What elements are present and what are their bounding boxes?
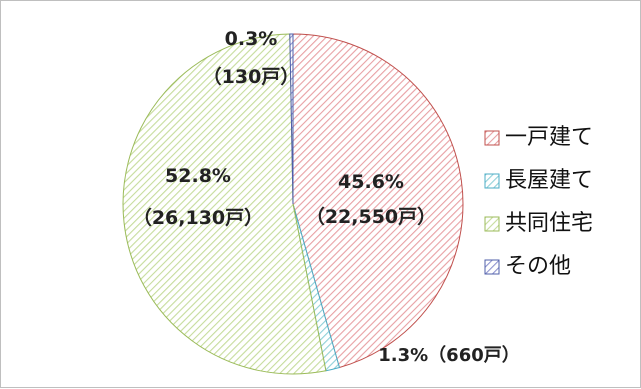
data-label-nagaya-count: （660戸） [428,345,520,366]
legend-label-nagaya: 長屋建て [505,168,593,193]
pie-slices [122,33,464,375]
legend-swatch-sonota [484,259,500,275]
data-label-ikkodate-pct: 45.6% [338,171,404,193]
data-labels: 45.6% （22,550戸） 1.3%（660戸） 52.8% （26,130戸） 0.… [133,28,520,366]
legend-swatch-kyodo [484,216,500,232]
data-label-sonota-pct: 0.3% [225,28,278,50]
pie-slice-kyodo [122,33,327,375]
pie-slice-sonota [289,33,294,205]
pie-slice-ikkodate [292,33,464,369]
legend-swatch-ikkodate [484,130,500,146]
legend-label-ikkodate: 一戸建て [505,125,593,150]
legend-swatch-nagaya [484,173,500,189]
data-label-nagaya-pct: 1.3% [378,345,428,366]
data-label-kyodo-count: （26,130戸） [133,206,263,229]
legend-label-kyodo: 共同住宅 [505,211,593,236]
data-label-sonota-count: （130戸） [203,65,300,88]
legend-label-sonota: その他 [505,254,571,279]
data-label-ikkodate-count: （22,550戸） [306,205,436,228]
data-label-kyodo-pct: 52.8% [165,165,231,187]
data-label-nagaya: 1.3%（660戸） [378,345,520,366]
